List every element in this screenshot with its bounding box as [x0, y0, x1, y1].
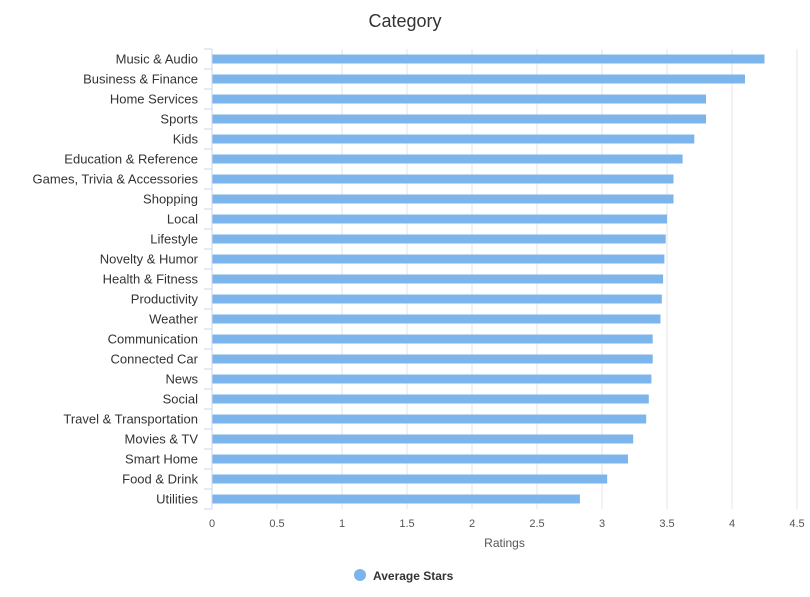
bar[interactable]: [212, 74, 746, 84]
category-label: Connected Car: [111, 352, 199, 367]
bar[interactable]: [212, 114, 707, 124]
category-label: Communication: [108, 332, 198, 347]
category-label: Health & Fitness: [103, 272, 199, 287]
category-labels: Music & Audio Business & Finance Home Serv…: [33, 52, 199, 507]
value-axis-ticks: 0 0.5 1 1.5 2 2.5 3 3.5 4 4.5: [209, 518, 805, 530]
category-label: Weather: [149, 312, 199, 327]
bar[interactable]: [212, 194, 674, 204]
bar[interactable]: [212, 254, 665, 264]
bar[interactable]: [212, 234, 666, 244]
bar[interactable]: [212, 154, 683, 164]
bar[interactable]: [212, 374, 652, 384]
bar[interactable]: [212, 474, 608, 484]
x-tick-label: 3.5: [659, 518, 674, 530]
category-label: Movies & TV: [125, 432, 199, 447]
category-label: News: [165, 372, 198, 387]
x-tick-label: 4: [729, 518, 735, 530]
category-label: Lifestyle: [150, 232, 198, 247]
category-label: Local: [167, 212, 198, 227]
bar[interactable]: [212, 454, 629, 464]
legend-marker-icon: [354, 569, 366, 581]
bar[interactable]: [212, 494, 580, 504]
category-axis: [204, 48, 213, 510]
bar[interactable]: [212, 314, 661, 324]
bar[interactable]: [212, 294, 662, 304]
category-label: Education & Reference: [64, 152, 198, 167]
bar[interactable]: [212, 394, 649, 404]
category-label: Games, Trivia & Accessories: [33, 172, 199, 187]
bar[interactable]: [212, 134, 695, 144]
x-tick-label: 3: [599, 518, 605, 530]
category-label: Social: [163, 392, 199, 407]
category-label: Sports: [160, 112, 198, 127]
category-label: Utilities: [156, 492, 198, 507]
category-label: Travel & Transportation: [63, 412, 198, 427]
category-label: Productivity: [131, 292, 199, 307]
bar[interactable]: [212, 354, 653, 364]
bar[interactable]: [212, 174, 674, 184]
category-label: Kids: [173, 132, 199, 147]
category-label: Home Services: [110, 92, 199, 107]
x-axis-title: Ratings: [484, 536, 525, 550]
chart-title: Category: [368, 11, 441, 31]
category-label: Novelty & Humor: [100, 252, 199, 267]
bar[interactable]: [212, 414, 647, 424]
category-label: Smart Home: [125, 452, 198, 467]
x-tick-label: 1.5: [399, 518, 414, 530]
bar[interactable]: [212, 434, 634, 444]
bar[interactable]: [212, 214, 668, 224]
category-label: Food & Drink: [122, 472, 198, 487]
legend[interactable]: Average Stars: [354, 569, 454, 583]
x-tick-label: 2.5: [529, 518, 544, 530]
category-label: Business & Finance: [83, 72, 198, 87]
x-tick-label: 0.5: [269, 518, 284, 530]
bar[interactable]: [212, 54, 765, 64]
bar[interactable]: [212, 274, 664, 284]
x-tick-label: 2: [469, 518, 475, 530]
x-tick-label: 0: [209, 518, 215, 530]
legend-label: Average Stars: [373, 569, 454, 583]
category-label: Shopping: [143, 192, 198, 207]
bar[interactable]: [212, 94, 707, 104]
bar-series: [212, 54, 765, 504]
x-tick-label: 4.5: [789, 518, 804, 530]
x-tick-label: 1: [339, 518, 345, 530]
bar[interactable]: [212, 334, 653, 344]
category-label: Music & Audio: [116, 52, 198, 67]
